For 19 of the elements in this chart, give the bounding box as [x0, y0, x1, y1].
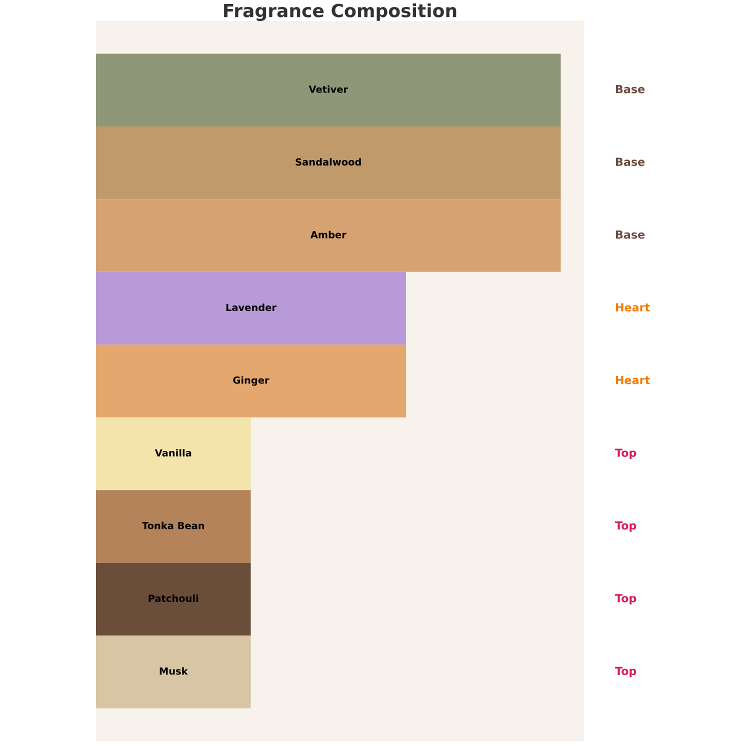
text: Base: [616, 230, 645, 239]
y-tick-label: Patchouli: [148, 594, 198, 602]
y-tick-label: Vetiver: [308, 85, 348, 93]
y-tick-label: Ginger: [233, 376, 270, 386]
chart-title: Fragrance Composition: [224, 3, 456, 21]
text: Top: [615, 666, 636, 678]
text: Heart: [616, 376, 650, 384]
y-tick-label: Tonka Bean: [142, 522, 204, 530]
y-tick-label: Sandalwood: [296, 158, 361, 166]
y-tick-label: Musk: [160, 667, 188, 675]
text: Top: [615, 521, 636, 532]
text: Base: [616, 85, 645, 94]
text: Base: [616, 158, 645, 166]
y-tick-label: Amber: [310, 230, 346, 238]
text: Top: [615, 594, 636, 605]
text: Top: [615, 448, 636, 460]
y-tick-label: Vanilla: [154, 449, 192, 457]
text: Heart: [616, 303, 650, 312]
y-tick-label: Lavender: [226, 304, 276, 312]
